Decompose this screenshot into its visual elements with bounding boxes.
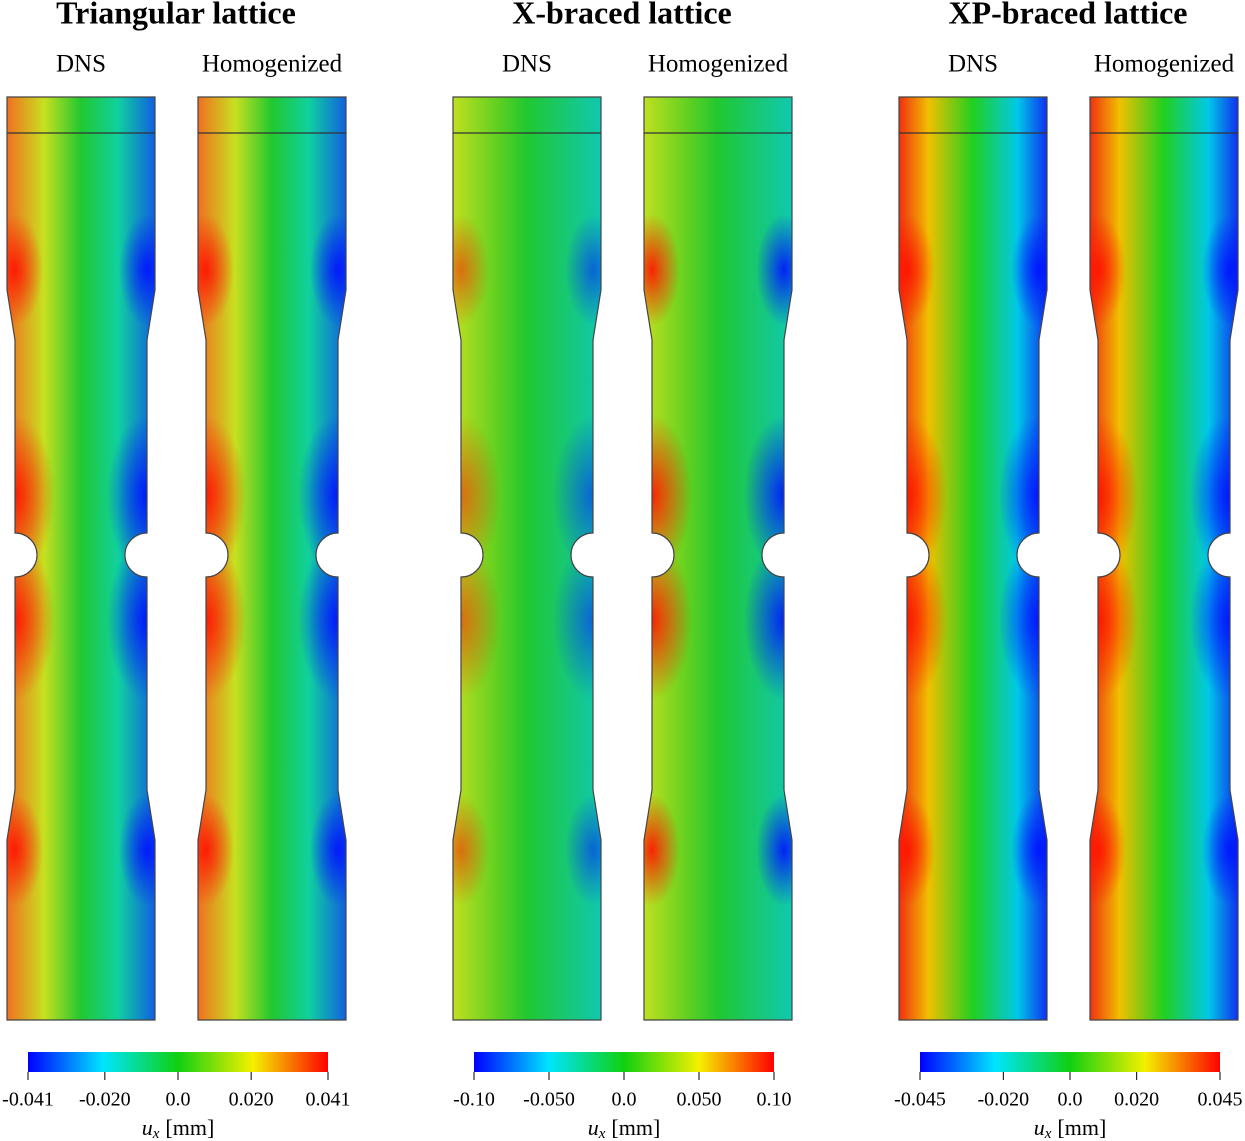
hot-spot <box>198 214 234 326</box>
specimen-outline <box>197 96 347 1021</box>
panel: X-braced lattice DNS Homogenized -0.10 -0.05… <box>452 0 793 1141</box>
colorbar-tick-label: -0.045 <box>894 1089 946 1111</box>
hot-spot <box>198 794 234 906</box>
colorbar-tick-label: -0.020 <box>79 1089 131 1111</box>
hot-spot <box>899 794 935 906</box>
label-symbol: u <box>142 1115 153 1140</box>
panel: XP-braced lattice DNS Homogenized -0.045 -0.… <box>894 0 1243 1141</box>
colorbar-tick-label: -0.020 <box>977 1089 1029 1111</box>
cold-spot <box>1202 214 1238 326</box>
colorbar-tick-label: -0.050 <box>523 1089 575 1111</box>
colorbar-tick-label: 0.0 <box>612 1089 637 1111</box>
panel: Triangular lattice DNS Homogenized -0.041 -0… <box>2 0 351 1141</box>
specimen-outline <box>6 96 156 1021</box>
specimen <box>1090 97 1238 1020</box>
label-unit: [mm] <box>165 1115 214 1140</box>
hot-spot <box>453 214 489 326</box>
colorbar <box>920 1052 1220 1072</box>
panel-title: XP-braced lattice <box>948 0 1187 30</box>
colorbar-label: ux [mm] <box>1034 1115 1107 1141</box>
label-subscript: x <box>598 1126 606 1141</box>
column-label: DNS <box>56 51 106 78</box>
label-subscript: x <box>152 1126 160 1141</box>
cold-spot <box>1202 794 1238 906</box>
colorbar-tick-label: 0.0 <box>1058 1089 1083 1111</box>
specimen <box>7 97 155 1020</box>
column-label: Homogenized <box>1094 51 1235 78</box>
label-subscript: x <box>1044 1126 1052 1141</box>
colorbar <box>474 1052 774 1072</box>
hot-spot <box>7 214 43 326</box>
colorbar-tick-label: 0.050 <box>677 1089 722 1111</box>
colorbar-tick-label: -0.041 <box>2 1089 54 1111</box>
hot-spot <box>453 794 489 906</box>
specimen-outline <box>898 96 1048 1021</box>
cold-spot <box>565 794 601 906</box>
colorbar-tick-label: 0.020 <box>1114 1089 1159 1111</box>
column-label: DNS <box>502 51 552 78</box>
colorbar-label: ux [mm] <box>142 1115 215 1141</box>
hot-spot <box>1090 214 1126 326</box>
cold-spot <box>756 214 792 326</box>
colorbar-label: ux [mm] <box>588 1115 661 1141</box>
colorbar-tick-label: 0.041 <box>306 1089 351 1111</box>
panel-title: Triangular lattice <box>56 0 296 30</box>
hot-spot <box>1090 794 1126 906</box>
cold-spot <box>1011 214 1047 326</box>
hot-spot <box>899 214 935 326</box>
column-label: Homogenized <box>648 51 789 78</box>
hot-spot <box>644 794 680 906</box>
label-symbol: u <box>588 1115 599 1140</box>
colorbar-tick-label: 0.10 <box>757 1089 792 1111</box>
specimen-outline <box>1089 96 1239 1021</box>
colorbar-tick-label: -0.10 <box>453 1089 495 1111</box>
cold-spot <box>119 794 155 906</box>
cold-spot <box>756 794 792 906</box>
cold-spot <box>565 214 601 326</box>
label-unit: [mm] <box>611 1115 660 1140</box>
colorbar-tick-label: 0.0 <box>166 1089 191 1111</box>
cold-spot <box>310 214 346 326</box>
specimen-outline <box>452 96 602 1021</box>
cold-spot <box>1011 794 1047 906</box>
colorbar-tick-label: 0.045 <box>1198 1089 1243 1111</box>
colorbar-tick-label: 0.020 <box>229 1089 274 1111</box>
colorbar <box>28 1052 328 1072</box>
label-unit: [mm] <box>1057 1115 1106 1140</box>
hot-spot <box>7 794 43 906</box>
hot-spot <box>644 214 680 326</box>
specimen-outline <box>643 96 793 1021</box>
panel-title: X-braced lattice <box>512 0 731 30</box>
cold-spot <box>119 214 155 326</box>
column-label: DNS <box>948 51 998 78</box>
label-symbol: u <box>1034 1115 1045 1140</box>
cold-spot <box>310 794 346 906</box>
column-label: Homogenized <box>202 51 343 78</box>
